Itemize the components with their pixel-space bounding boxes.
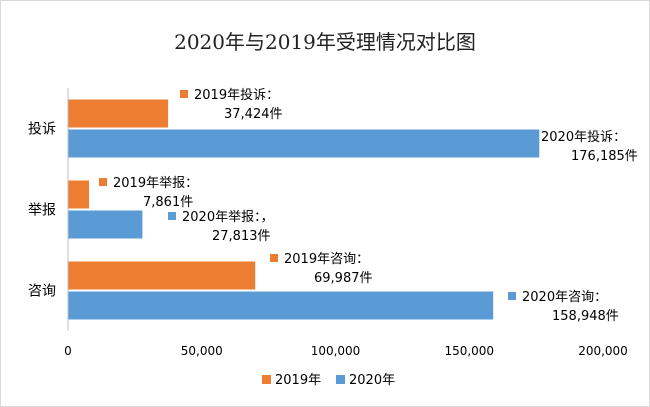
data-label-marker: [180, 90, 188, 98]
bar-2019年-举报: [68, 180, 90, 209]
legend-swatch: [262, 375, 271, 384]
chart-title: 2020年与2019年受理情况对比图: [174, 30, 476, 54]
bar-2019年-咨询: [68, 261, 256, 290]
x-tick-label: 50,000: [181, 344, 223, 358]
x-tick-label: 0: [64, 344, 72, 358]
x-tick-label: 100,000: [311, 344, 361, 358]
data-label-line1: 2020年投诉：: [541, 129, 626, 145]
data-label-marker: [270, 254, 278, 262]
legend-label: 2020年: [349, 373, 395, 388]
data-label-marker: [99, 178, 107, 186]
x-tick-label: 200,000: [578, 344, 628, 358]
data-label-line2: 176,185件: [571, 149, 638, 164]
bar-2019年-投诉: [68, 99, 169, 128]
data-label-line1: 2020年举报：，: [182, 210, 274, 225]
bar-2020年-咨询: [68, 291, 494, 320]
category-label: 举报: [28, 203, 56, 219]
x-tick-label: 150,000: [444, 344, 494, 358]
bar-2020年-投诉: [68, 129, 540, 158]
legend-swatch: [336, 375, 345, 384]
data-label-line1: 2020年咨询：: [522, 290, 607, 305]
bar-2020年-举报: [68, 210, 143, 239]
data-label-line2: 69,987件: [314, 271, 373, 286]
data-label-line1: 2019年投诉：: [194, 87, 279, 103]
legend-label: 2019年: [275, 373, 321, 388]
data-label-line1: 2019年咨询：: [284, 252, 369, 267]
data-label-line1: 2019年举报：: [113, 176, 198, 191]
data-label-line2: 27,813件: [212, 229, 271, 244]
data-label-marker: [508, 292, 516, 300]
data-label-line2: 158,948件: [552, 309, 619, 324]
data-label-line2: 37,424件: [224, 107, 283, 122]
data-label-line2: 7,861件: [143, 195, 193, 210]
category-label: 投诉: [28, 122, 56, 138]
data-label-marker: [168, 212, 176, 220]
data-label-marker: [527, 132, 535, 140]
category-label: 咨询: [28, 284, 56, 300]
